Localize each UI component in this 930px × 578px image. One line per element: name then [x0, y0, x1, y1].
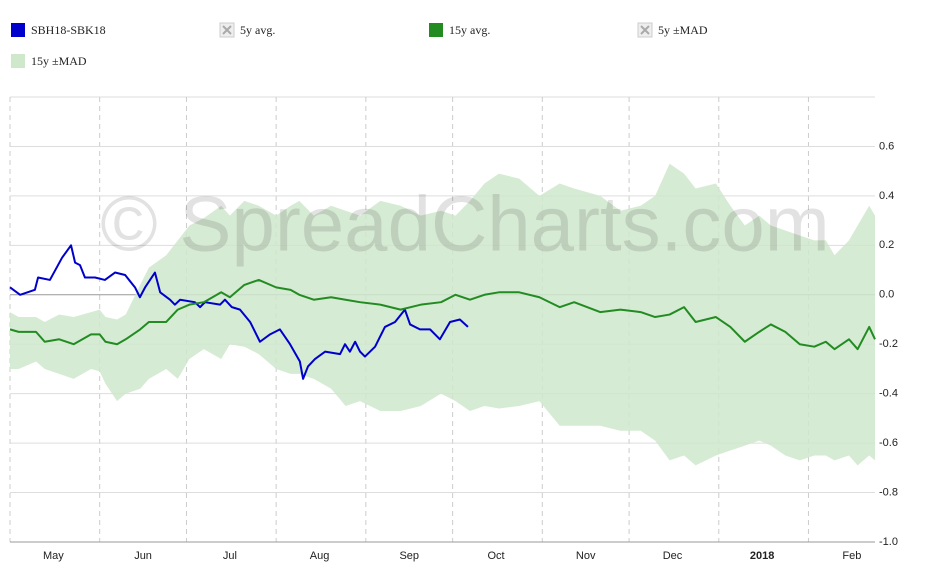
- legend-cross: [222, 25, 232, 35]
- y-tick-label: -1.0: [879, 536, 898, 548]
- y-tick-label: -0.6: [879, 437, 898, 449]
- legend-item[interactable]: 15y ±MAD: [11, 54, 87, 68]
- x-tick-label: Sep: [399, 550, 419, 562]
- y-tick-label: 0.2: [879, 239, 894, 251]
- legend-item[interactable]: 5y ±MAD: [637, 22, 708, 38]
- x-tick-label: Jul: [223, 550, 237, 562]
- x-tick-label: Nov: [576, 550, 596, 562]
- legend-label[interactable]: 5y ±MAD: [658, 23, 708, 37]
- legend-item[interactable]: SBH18-SBK18: [11, 23, 106, 37]
- series-line: [9, 278, 876, 351]
- x-tick-label: Oct: [487, 550, 504, 562]
- legend-swatch: [11, 54, 25, 68]
- x-tick-label: Jun: [134, 550, 152, 562]
- y-tick-label: 0.0: [879, 289, 894, 301]
- legend-item[interactable]: 15y avg.: [429, 23, 490, 37]
- y-tick-label: 0.4: [879, 190, 894, 202]
- legend-swatch: [11, 23, 25, 37]
- y-tick-label: 0.6: [879, 140, 894, 152]
- legend-cross: [640, 25, 650, 35]
- x-tick-label: May: [43, 550, 64, 562]
- legend-label[interactable]: SBH18-SBK18: [31, 23, 106, 37]
- x-tick-label: Dec: [663, 550, 683, 562]
- mad-band: [10, 163, 875, 466]
- y-tick-label: -0.8: [879, 486, 898, 498]
- legend-label[interactable]: 5y avg.: [240, 23, 275, 37]
- legend-swatch: [429, 23, 443, 37]
- legend-label[interactable]: 15y avg.: [449, 23, 490, 37]
- legend-item[interactable]: 5y avg.: [219, 22, 275, 38]
- series-line: [9, 244, 469, 380]
- watermark: © SpreadCharts.com: [100, 180, 829, 268]
- y-tick-label: -0.4: [879, 388, 898, 400]
- legend-label[interactable]: 15y ±MAD: [31, 54, 87, 68]
- y-tick-label: -0.2: [879, 338, 898, 350]
- x-tick-label: Feb: [842, 550, 861, 562]
- x-tick-label: 2018: [750, 550, 774, 562]
- x-tick-label: Aug: [310, 550, 330, 562]
